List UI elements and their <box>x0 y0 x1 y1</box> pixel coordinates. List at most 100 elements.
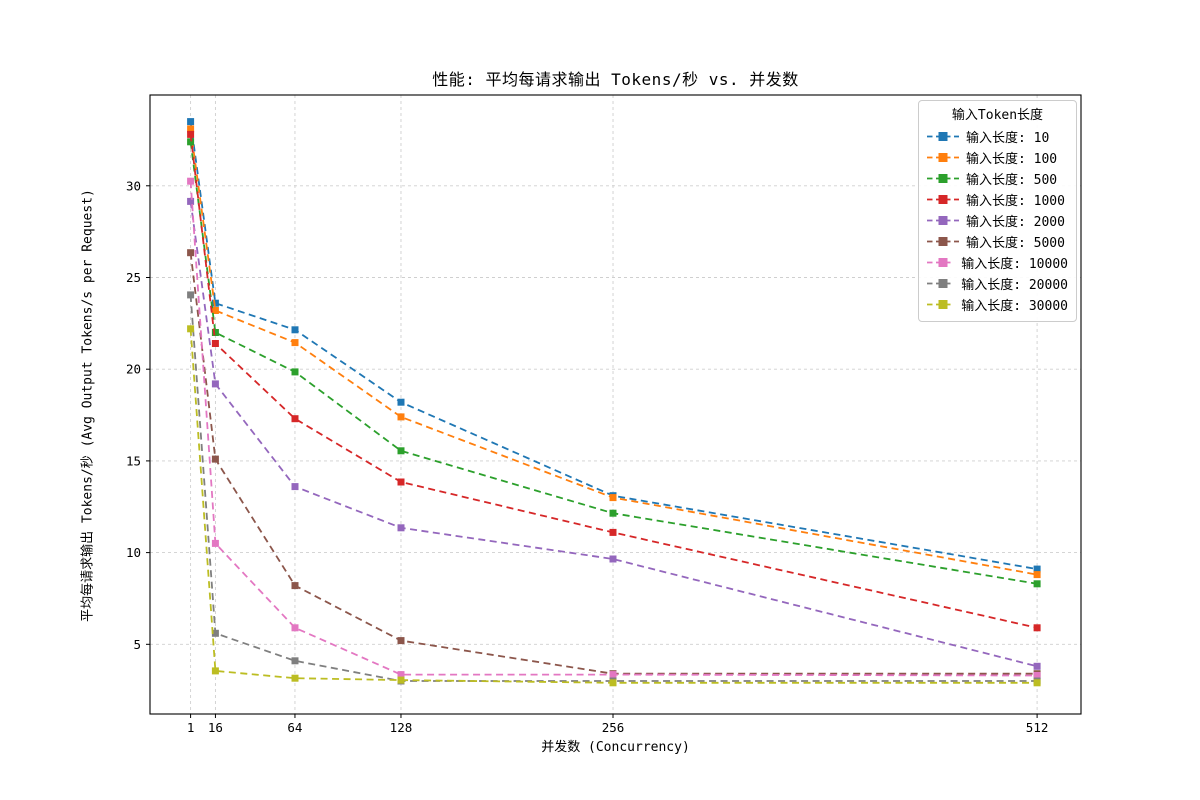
series-line <box>189 134 1038 629</box>
data-point-marker <box>187 197 195 205</box>
data-point-marker <box>211 340 219 347</box>
series-line <box>189 294 1038 682</box>
legend-swatch-icon <box>927 132 959 141</box>
data-point-marker <box>291 326 299 334</box>
x-tick-label: 256 <box>602 720 625 735</box>
y-axis-label: 平均每请求输出 Tokens/秒 (Avg Output Tokens/s pe… <box>80 189 96 622</box>
y-tick-label: 25 <box>126 270 141 285</box>
data-point-marker <box>1033 565 1041 573</box>
data-point-marker <box>609 528 617 536</box>
data-point-marker <box>609 509 617 517</box>
series-line <box>189 201 1038 668</box>
y-tick-label: 10 <box>126 545 141 560</box>
legend-entry-label: 输入长度: 5000 <box>966 236 1065 251</box>
legend-title: 输入Token长度 <box>951 108 1044 123</box>
data-point-marker <box>187 291 195 299</box>
data-point-marker <box>291 339 299 347</box>
legend-entry: 输入长度: 2000 <box>927 210 1068 231</box>
data-point-marker <box>1033 624 1041 632</box>
y-tick-label: 15 <box>126 453 141 468</box>
series-line <box>189 128 1038 576</box>
data-point-marker <box>291 657 299 665</box>
data-point-marker <box>211 380 219 388</box>
data-point-marker <box>211 307 219 314</box>
legend-entry: 输入长度: 10000 <box>927 252 1068 273</box>
x-tick-label: 64 <box>287 720 302 735</box>
data-point-marker <box>291 483 299 491</box>
legend-entry: 输入长度: 1000 <box>927 189 1068 210</box>
chart-title: 性能: 平均每请求输出 Tokens/秒 vs. 并发数 <box>432 70 799 89</box>
x-tick-label: 16 <box>208 720 223 735</box>
data-point-marker <box>397 398 405 406</box>
data-point-marker <box>211 299 219 307</box>
data-point-marker <box>397 671 405 679</box>
data-point-marker <box>211 455 219 463</box>
x-tick-label: 1 <box>187 720 195 735</box>
legend-entries: 输入长度: 10 输入长度: 100 输入长度: 500 输入长度: 1000 输入长度… <box>927 126 1068 315</box>
legend-entry: 输入长度: 5000 <box>927 231 1068 252</box>
data-point-marker <box>1033 679 1041 687</box>
data-point-marker <box>397 413 405 421</box>
legend-entry-label: 输入长度: 1000 <box>966 194 1065 209</box>
data-point-marker <box>291 415 299 423</box>
data-point-marker <box>397 524 405 532</box>
series-line <box>189 121 1038 570</box>
data-point-marker <box>211 667 219 675</box>
data-point-marker <box>1033 662 1041 670</box>
data-point-marker <box>187 249 195 257</box>
legend-entry: 输入长度: 500 <box>927 168 1068 189</box>
legend: 输入Token长度 输入长度: 10 输入长度: 100 输入长度: 500 输入长度… <box>918 100 1077 322</box>
legend-swatch-icon <box>927 258 955 267</box>
legend-entry-label: 输入长度: 10000 <box>961 257 1068 272</box>
data-point-marker <box>187 138 195 146</box>
data-point-marker <box>211 329 219 336</box>
legend-swatch-icon <box>927 153 959 162</box>
legend-entry-label: 输入长度: 100 <box>966 152 1058 167</box>
data-point-marker <box>187 125 195 133</box>
legend-swatch-icon <box>927 300 955 309</box>
data-point-marker <box>291 582 299 590</box>
data-point-marker <box>187 130 195 138</box>
data-point-marker <box>397 676 405 684</box>
data-point-marker <box>1033 580 1041 588</box>
axes-frame <box>149 94 1082 715</box>
legend-swatch-icon <box>927 195 959 204</box>
data-point-marker <box>187 177 195 185</box>
x-tick-label: 512 <box>1026 720 1049 735</box>
data-point-marker <box>609 671 617 679</box>
data-point-marker <box>609 555 617 563</box>
legend-entry: 输入长度: 20000 <box>927 273 1068 294</box>
legend-entry-label: 输入长度: 20000 <box>961 278 1068 293</box>
legend-swatch-icon <box>927 279 955 288</box>
data-point-marker <box>609 679 617 687</box>
data-point-marker <box>609 494 617 502</box>
series-line <box>189 328 1038 684</box>
series-line <box>189 181 1038 677</box>
data-point-marker <box>397 637 405 645</box>
y-tick-label: 5 <box>133 637 141 652</box>
legend-swatch-icon <box>927 174 959 183</box>
legend-entry: 输入长度: 100 <box>927 147 1068 168</box>
data-point-marker <box>187 118 195 126</box>
legend-entry-label: 输入长度: 10 <box>966 131 1050 146</box>
data-point-marker <box>291 368 299 376</box>
data-point-marker <box>291 674 299 682</box>
y-tick-label: 30 <box>126 178 141 193</box>
y-tick-label: 20 <box>126 362 141 377</box>
data-point-marker <box>211 629 219 637</box>
legend-swatch-icon <box>927 216 959 225</box>
legend-entry: 输入长度: 30000 <box>927 294 1068 315</box>
legend-swatch-icon <box>927 237 959 246</box>
legend-entry-label: 输入长度: 2000 <box>966 215 1065 230</box>
x-tick-label: 128 <box>390 720 413 735</box>
data-point-marker <box>397 447 405 455</box>
data-point-marker <box>187 325 195 333</box>
series-line <box>189 252 1038 675</box>
data-point-marker <box>397 478 405 486</box>
series-line <box>189 141 1038 585</box>
legend-entry: 输入长度: 10 <box>927 126 1068 147</box>
data-point-marker <box>291 624 299 632</box>
data-point-marker <box>1033 672 1041 679</box>
